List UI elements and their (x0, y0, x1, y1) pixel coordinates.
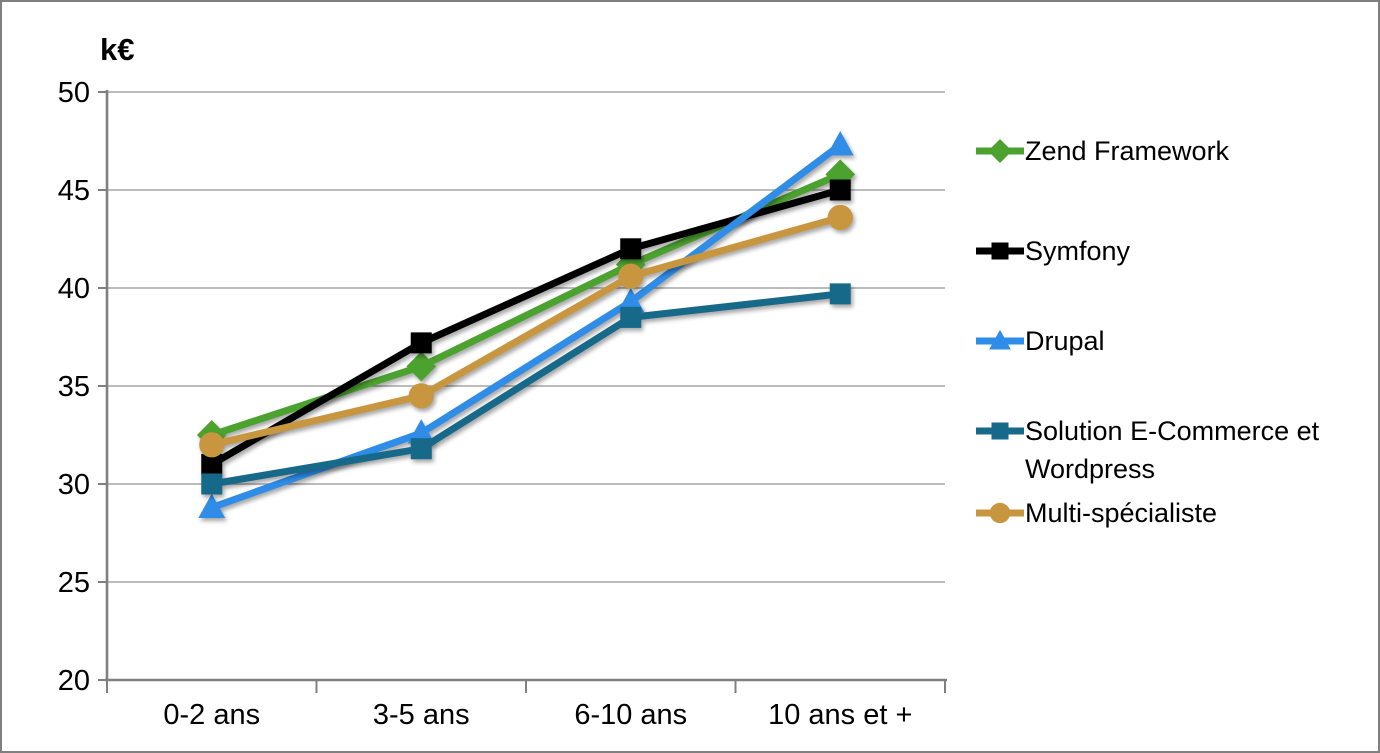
legend-label: Solution E-Commerce et Wordpress (1025, 416, 1320, 484)
y-tick-label: 45 (58, 175, 90, 207)
y-axis-unit-label: k€ (100, 32, 135, 67)
square-marker (201, 453, 223, 475)
circle-legend-marker-icon (976, 502, 1024, 524)
triangle-marker (198, 493, 226, 519)
legend-label: Symfony (1025, 236, 1131, 266)
legend-item-symfony: Symfony (975, 232, 1130, 270)
y-tick-label: 25 (58, 567, 90, 599)
triangle-marker (617, 287, 645, 313)
triangle-marker (826, 131, 854, 156)
series-multi-sp-cialiste (199, 204, 853, 458)
square-marker (410, 438, 432, 460)
square-marker (410, 332, 432, 354)
square-marker (620, 306, 642, 328)
y-tick-label: 35 (58, 371, 90, 403)
square-legend-marker-icon (976, 242, 1024, 260)
y-tick-label: 50 (58, 77, 90, 109)
square-marker (991, 242, 1009, 260)
square-legend-marker-icon (976, 422, 1024, 440)
x-category-label: 6-10 ans (574, 699, 687, 731)
series-line (210, 214, 842, 449)
triangle-marker (407, 419, 435, 444)
circle-marker (618, 263, 644, 289)
x-category-label: 3-5 ans (373, 699, 470, 731)
series-line (210, 142, 843, 511)
diamond-marker (406, 351, 437, 382)
triangle-legend-marker-icon (976, 329, 1024, 350)
circle-marker (408, 383, 434, 409)
square-marker (201, 473, 223, 495)
series-drupal (198, 131, 854, 519)
legend-label: Drupal (1025, 326, 1105, 356)
y-tick-label: 30 (58, 469, 90, 501)
legend-label: Multi-spécialiste (1025, 498, 1218, 528)
legend-item-solution-e-commerce-et-wordpress: Solution E-Commerce et Wordpress (975, 412, 1355, 488)
y-tick-label: 20 (58, 665, 90, 697)
series-symfony (201, 179, 851, 475)
square-marker (620, 238, 642, 260)
diamond-legend-marker-icon (976, 138, 1024, 164)
triangle-marker (989, 329, 1011, 350)
series-solution-e-commerce-et-wordpress (201, 283, 851, 495)
x-category-label: 10 ans et + (768, 699, 912, 731)
circle-marker (989, 502, 1011, 524)
legend-item-multi-sp-cialiste: Multi-spécialiste (975, 494, 1217, 532)
y-tick-label: 40 (58, 273, 90, 305)
legend-item-zend-framework: Zend Framework (975, 132, 1229, 170)
legend-label: Zend Framework (1025, 136, 1230, 166)
x-category-label: 0-2 ans (163, 699, 260, 731)
series-line (211, 290, 841, 488)
circle-marker (199, 432, 225, 458)
square-marker (829, 179, 851, 201)
legend-item-drupal: Drupal (975, 322, 1105, 360)
square-marker (829, 283, 851, 305)
square-marker (991, 422, 1009, 440)
diamond-marker (987, 138, 1013, 164)
circle-marker (827, 204, 853, 231)
